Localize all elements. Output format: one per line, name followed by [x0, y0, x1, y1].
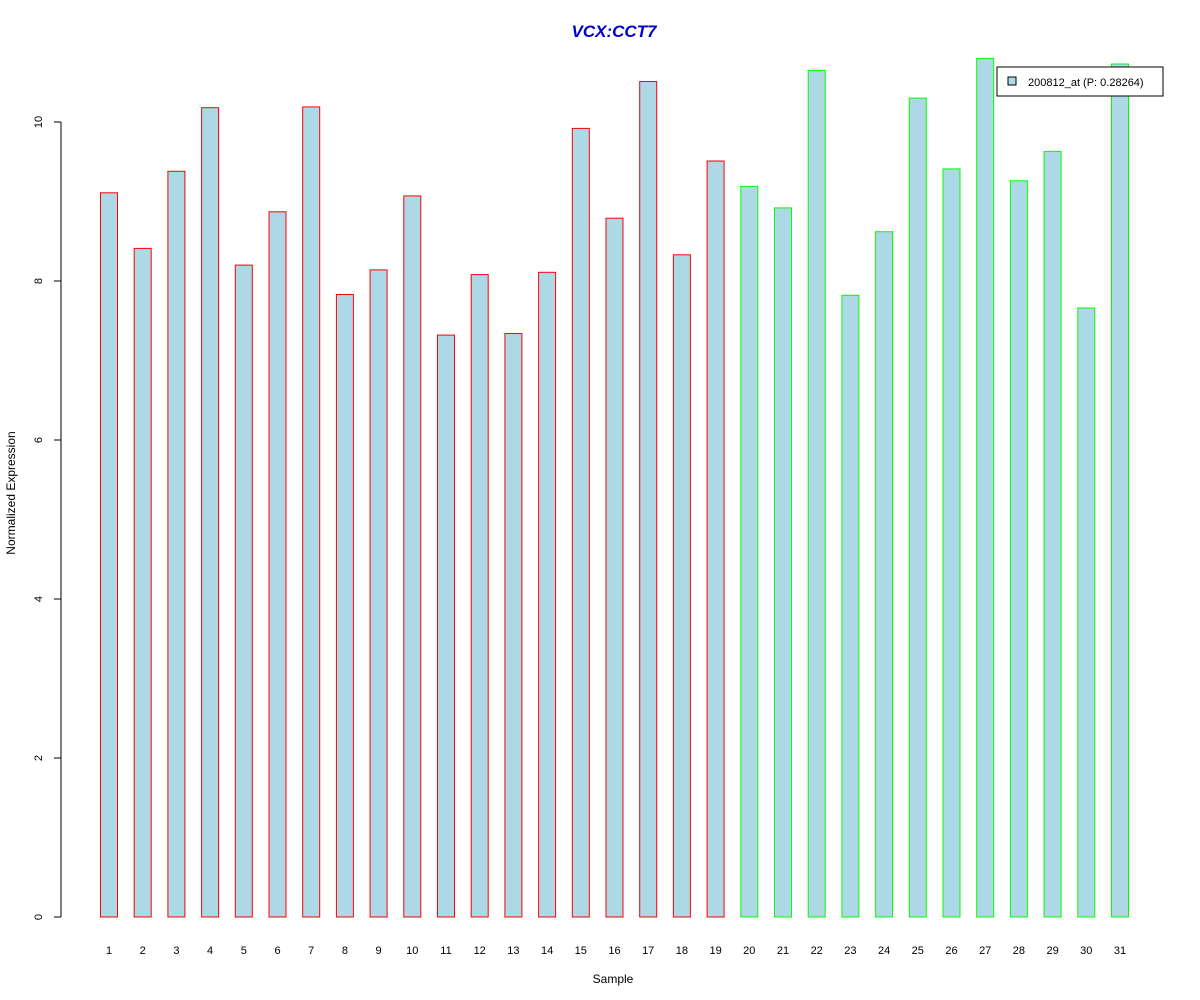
- y-tick-label: 8: [33, 278, 45, 284]
- bar-sample-25: [908, 97, 927, 918]
- x-tick-label: 24: [878, 945, 890, 957]
- bar-sample-8: [335, 294, 354, 918]
- legend-swatch: [1007, 76, 1017, 86]
- x-tick-label: 30: [1080, 945, 1092, 957]
- x-tick-label: 5: [241, 945, 247, 957]
- x-axis-title: Sample: [593, 972, 634, 986]
- x-tick-label: 22: [811, 945, 823, 957]
- x-tick-label: 19: [709, 945, 721, 957]
- bar-sample-16: [605, 217, 624, 918]
- bar-sample-6: [268, 211, 287, 918]
- y-tick-label: 2: [33, 755, 45, 761]
- bar-sample-19: [706, 160, 725, 918]
- x-tick-label: 12: [474, 945, 486, 957]
- y-tick-label: 4: [33, 596, 45, 602]
- bars-group: [100, 57, 1129, 918]
- x-tick-label: 23: [844, 945, 856, 957]
- bar-sample-1: [100, 192, 118, 918]
- x-tick-label: 8: [342, 945, 348, 957]
- bar-sample-14: [538, 271, 557, 918]
- x-tick-label: 10: [406, 945, 418, 957]
- x-tick-label: 31: [1114, 945, 1126, 957]
- x-tick-label: 26: [945, 945, 957, 957]
- x-tick-label: 3: [173, 945, 179, 957]
- bar-sample-31: [1111, 63, 1129, 918]
- bar-sample-18: [672, 254, 691, 918]
- bar-sample-9: [369, 269, 388, 918]
- x-tick-label: 13: [507, 945, 519, 957]
- bar-sample-10: [403, 195, 422, 918]
- x-tick-label: 16: [608, 945, 620, 957]
- bar-sample-30: [1077, 307, 1096, 918]
- bar-sample-28: [1009, 180, 1028, 918]
- x-tick-label: 4: [207, 945, 213, 957]
- bar-sample-22: [807, 69, 826, 918]
- bar-sample-12: [470, 274, 489, 918]
- legend-label: 200812_at (P: 0.28264): [1028, 77, 1144, 89]
- y-tick-label: 6: [33, 437, 45, 443]
- chart-title: VCX:CCT7: [571, 22, 658, 41]
- bar-sample-26: [942, 168, 961, 918]
- x-tick-label: 29: [1046, 945, 1058, 957]
- x-tick-label: 21: [777, 945, 789, 957]
- bar-sample-23: [841, 294, 860, 918]
- bar-sample-3: [167, 170, 186, 918]
- x-tick-label: 7: [308, 945, 314, 957]
- bar-sample-24: [875, 231, 894, 918]
- bar-sample-11: [437, 334, 455, 918]
- bar-sample-2: [133, 247, 152, 918]
- bar-sample-5: [234, 264, 253, 918]
- x-tick-labels: 1 2 3 4 5 6 7 8 9 10 11 12 13 14 15 16 17 18 19 20 21 22 23 24 2…: [106, 945, 1126, 957]
- bar-sample-27: [976, 57, 995, 918]
- bar-sample-15: [571, 127, 590, 918]
- x-tick-label: 6: [274, 945, 280, 957]
- bar-sample-17: [639, 81, 658, 918]
- bar-sample-7: [302, 106, 321, 918]
- x-tick-label: 28: [1013, 945, 1025, 957]
- bar-sample-21: [774, 207, 792, 918]
- bar-sample-20: [740, 185, 759, 918]
- x-tick-label: 18: [676, 945, 688, 957]
- x-tick-label: 27: [979, 945, 991, 957]
- bar-sample-29: [1043, 150, 1062, 918]
- x-tick-label: 25: [912, 945, 924, 957]
- x-tick-label: 15: [575, 945, 587, 957]
- bar-sample-4: [201, 107, 220, 918]
- x-tick-label: 2: [140, 945, 146, 957]
- legend: 200812_at (P: 0.28264): [996, 66, 1164, 97]
- y-tick-label: 0: [33, 914, 45, 920]
- legend-box: [996, 66, 1164, 97]
- x-tick-label: 1: [106, 945, 112, 957]
- y-tick-label: 10: [33, 116, 45, 128]
- x-tick-label: 14: [541, 945, 553, 957]
- y-axis: 0 2 4 6 8 10: [33, 116, 62, 920]
- x-tick-label: 9: [376, 945, 382, 957]
- x-tick-label: 17: [642, 945, 654, 957]
- y-axis-title: Normalized Expression: [4, 431, 18, 554]
- bar-sample-13: [504, 333, 523, 918]
- x-tick-label: 11: [440, 945, 451, 957]
- x-tick-label: 20: [743, 945, 755, 957]
